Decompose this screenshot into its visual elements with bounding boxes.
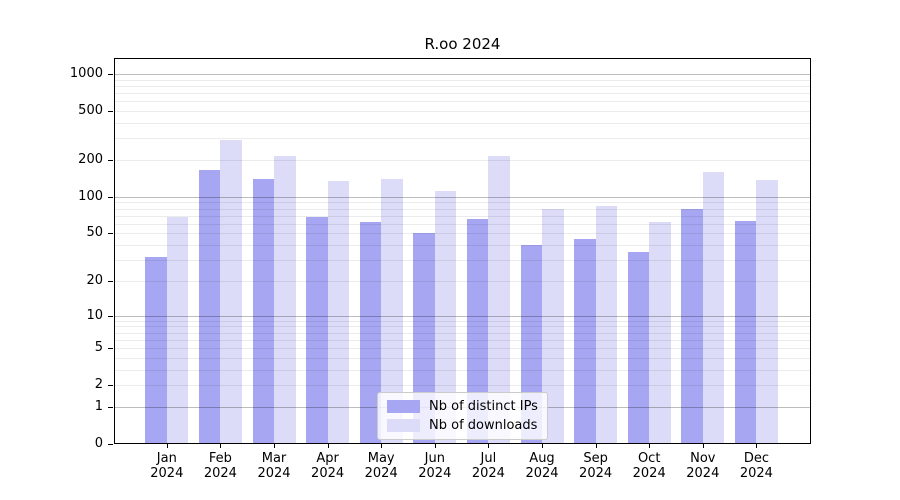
y-gridline [114,111,811,113]
legend: Nb of distinct IPs Nb of downloads [377,392,548,440]
bar-downloads [542,209,564,444]
y-axis-tick-label: 10 [86,307,103,323]
y-axis-tick [108,111,113,113]
bar-downloads [381,179,403,444]
y-axis-tick-label: 50 [86,225,103,241]
y-axis-tick [108,315,113,317]
y-axis-tick-label: 200 [78,152,103,168]
x-axis-tick-label: Jun 2024 [418,451,452,481]
chart-title: R.oo 2024 [424,35,501,53]
bar-downloads [220,140,242,444]
bar-distinct-ips [681,209,703,444]
bar-downloads [702,172,725,444]
y-axis-tick [108,280,113,282]
x-axis-tick [220,444,222,448]
y-axis-tick [108,160,113,162]
y-gridline [114,93,811,95]
x-axis-tick-label: Jan 2024 [150,451,184,481]
legend-swatch-distinct-ips [387,400,420,413]
bar-downloads [756,180,778,444]
y-axis-tick [108,444,113,445]
bar-distinct-ips [627,252,650,444]
bar-downloads [166,217,189,444]
y-axis-tick [108,385,113,387]
y-axis-tick-label: 20 [86,272,103,288]
y-gridline [114,123,811,125]
bar-downloads [595,206,618,444]
legend-label-distinct-ips: Nb of distinct IPs [429,399,538,414]
x-axis-tick-label: Mar 2024 [257,451,291,481]
y-axis-tick-label: 100 [78,188,103,204]
bar-downloads [434,190,457,444]
y-axis-tick [108,348,113,350]
bar-distinct-ips [574,238,596,444]
bar-downloads [488,156,510,444]
legend-item-distinct-ips: Nb of distinct IPs [387,399,538,414]
bar-distinct-ips [306,217,328,444]
bar-distinct-ips [359,222,382,444]
y-axis-tick-label: 5 [94,340,103,356]
y-axis-tick [108,406,113,408]
x-axis-tick [166,444,168,448]
bar-distinct-ips [145,256,167,444]
y-axis-tick-label: 1 [94,398,103,414]
y-gridline [114,85,811,87]
bar-distinct-ips [466,218,489,444]
y-axis-tick [108,196,113,198]
bar-distinct-ips [198,170,221,444]
y-gridline [114,74,811,76]
bar-distinct-ips [413,233,435,444]
x-axis-tick [381,444,383,448]
legend-item-downloads: Nb of downloads [387,418,538,433]
x-axis-tick-label: Feb 2024 [203,451,237,481]
x-axis-tick [274,444,275,448]
y-axis-tick-label: 1000 [69,66,103,82]
y-axis-tick-label: 500 [78,103,103,119]
bar-downloads [274,156,296,444]
x-axis-tick-label: Oct 2024 [632,451,666,481]
x-axis-tick [488,444,490,448]
y-gridline [114,101,811,103]
x-axis-tick-label: Dec 2024 [739,451,773,481]
bar-downloads [327,180,350,444]
y-gridline [114,79,811,81]
x-axis-tick [434,444,436,448]
x-axis-tick-label: Sep 2024 [579,451,613,481]
y-axis-tick-label: 2 [94,377,103,393]
bar-downloads [649,222,671,444]
y-axis-tick [108,74,113,76]
x-axis-tick-label: Jul 2024 [471,451,505,481]
y-gridline [114,138,811,140]
legend-label-downloads: Nb of downloads [429,418,538,433]
y-axis-tick [108,233,113,235]
x-axis-tick [327,444,329,448]
bar-distinct-ips [734,221,757,444]
bar-distinct-ips [252,179,274,444]
y-gridline [114,160,811,162]
x-axis-tick-label: Aug 2024 [525,451,559,481]
x-axis-tick-label: Nov 2024 [686,451,720,481]
x-axis-tick [756,444,758,448]
y-axis-tick-label: 0 [94,436,103,451]
legend-swatch-downloads [387,419,420,432]
x-axis-tick-label: Apr 2024 [311,451,345,481]
x-axis-tick [649,444,651,448]
x-axis-tick [542,444,543,448]
x-axis-tick [702,444,704,448]
plot-area: Nb of distinct IPs Nb of downloads [114,58,811,444]
x-axis-tick-label: May 2024 [364,451,398,481]
x-axis-tick [595,444,597,448]
